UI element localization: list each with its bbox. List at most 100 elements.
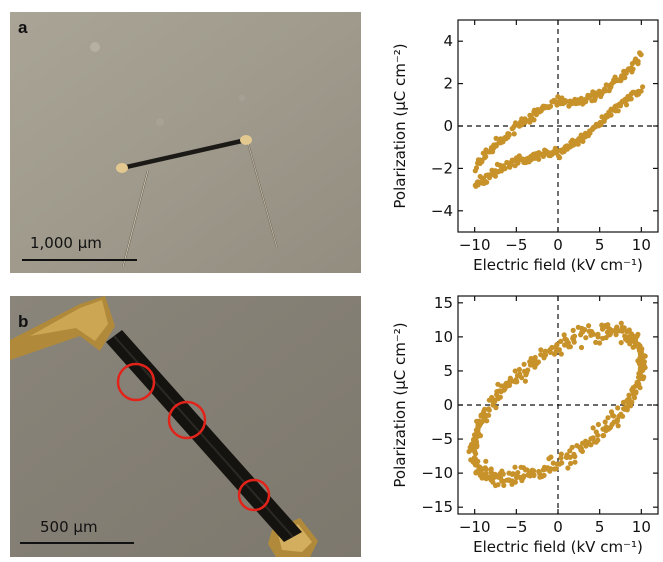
data-point (568, 460, 574, 467)
data-point (558, 338, 564, 344)
data-point (511, 131, 517, 137)
x-tick-label: 10 (632, 518, 651, 536)
data-point (642, 365, 648, 371)
data-point (482, 178, 488, 184)
data-point (558, 451, 564, 457)
data-point (572, 459, 578, 465)
hysteresis-chart-b: −10 −5 0 5 10 −15 −10 −5 0 5 10 15 Electric field (k… (391, 294, 659, 556)
panel-label-b: b (18, 312, 29, 331)
data-point (624, 407, 630, 413)
data-point (605, 426, 612, 432)
x-tick-label: 5 (595, 236, 605, 254)
data-point (515, 470, 521, 476)
data-point (640, 376, 646, 382)
y-tick-label: 15 (434, 294, 453, 312)
y-tick-label: −10 (421, 464, 453, 482)
data-point (626, 327, 632, 333)
data-point (558, 455, 564, 461)
data-point (483, 476, 489, 482)
y-tick-label: −5 (431, 430, 453, 448)
data-point (524, 467, 530, 473)
data-point (541, 472, 547, 478)
data-point (603, 335, 609, 341)
data-point (492, 482, 499, 489)
data-point (565, 465, 571, 471)
data-point (537, 474, 543, 480)
data-point (638, 88, 644, 94)
data-point (475, 182, 481, 188)
data-point (529, 467, 535, 473)
x-tick-label: 0 (553, 518, 563, 536)
data-point (543, 348, 549, 354)
data-point (527, 362, 534, 368)
data-point (512, 479, 518, 485)
data-point (608, 409, 615, 415)
data-point (633, 389, 639, 395)
data-point (556, 153, 562, 159)
data-point (466, 448, 472, 455)
data-point (615, 108, 621, 114)
data-point (636, 346, 642, 352)
data-point (516, 366, 522, 373)
data-point (623, 334, 629, 340)
data-point (483, 458, 489, 464)
y-axis-label: Polarization (μC cm⁻²) (391, 43, 409, 208)
data-point (580, 138, 586, 144)
data-point (561, 332, 567, 338)
data-point (558, 351, 564, 357)
data-point (611, 413, 617, 419)
data-point (623, 102, 630, 108)
data-point (571, 451, 577, 457)
data-point (583, 335, 589, 341)
data-point (513, 474, 520, 481)
data-point (473, 165, 480, 171)
x-tick-label: −5 (505, 236, 527, 254)
data-point (562, 98, 569, 104)
data-point (623, 97, 629, 104)
data-point (566, 344, 572, 350)
data-point (593, 93, 599, 99)
data-point (512, 368, 518, 374)
data-point (562, 342, 568, 348)
data-point (602, 419, 608, 425)
data-point (622, 75, 628, 81)
data-point (502, 165, 508, 171)
data-point (538, 352, 544, 358)
data-point (478, 412, 484, 418)
data-point (474, 418, 480, 424)
data-point (588, 332, 594, 338)
data-point (491, 472, 497, 479)
data-point (527, 119, 533, 125)
x-tick-label: −10 (459, 518, 491, 536)
data-point (536, 156, 542, 162)
data-point (562, 336, 568, 342)
scale-bar-label-b: 500 μm (40, 518, 98, 536)
data-point (588, 442, 594, 448)
data-point (590, 435, 596, 441)
y-tick-label: 10 (434, 328, 453, 346)
data-point (628, 96, 634, 102)
x-axis-label: Electric field (kV cm⁻¹) (473, 256, 643, 274)
data-point (578, 344, 585, 351)
data-point (506, 132, 512, 138)
data-point (512, 464, 518, 470)
data-point (640, 84, 646, 90)
y-tick-label: 5 (443, 362, 453, 380)
data-point (638, 52, 644, 58)
data-point (595, 421, 601, 428)
data-point (484, 418, 490, 424)
data-point (481, 408, 487, 414)
data-point (472, 443, 478, 449)
data-point (527, 473, 533, 479)
data-point (593, 339, 599, 345)
data-point (488, 466, 494, 472)
data-point (587, 130, 593, 136)
data-point (548, 454, 554, 460)
data-point (626, 395, 632, 401)
data-point (523, 372, 529, 378)
micrograph-b-image (10, 296, 361, 557)
data-point (629, 337, 635, 343)
data-point (531, 117, 537, 123)
data-point (503, 380, 509, 386)
data-point (586, 323, 592, 329)
